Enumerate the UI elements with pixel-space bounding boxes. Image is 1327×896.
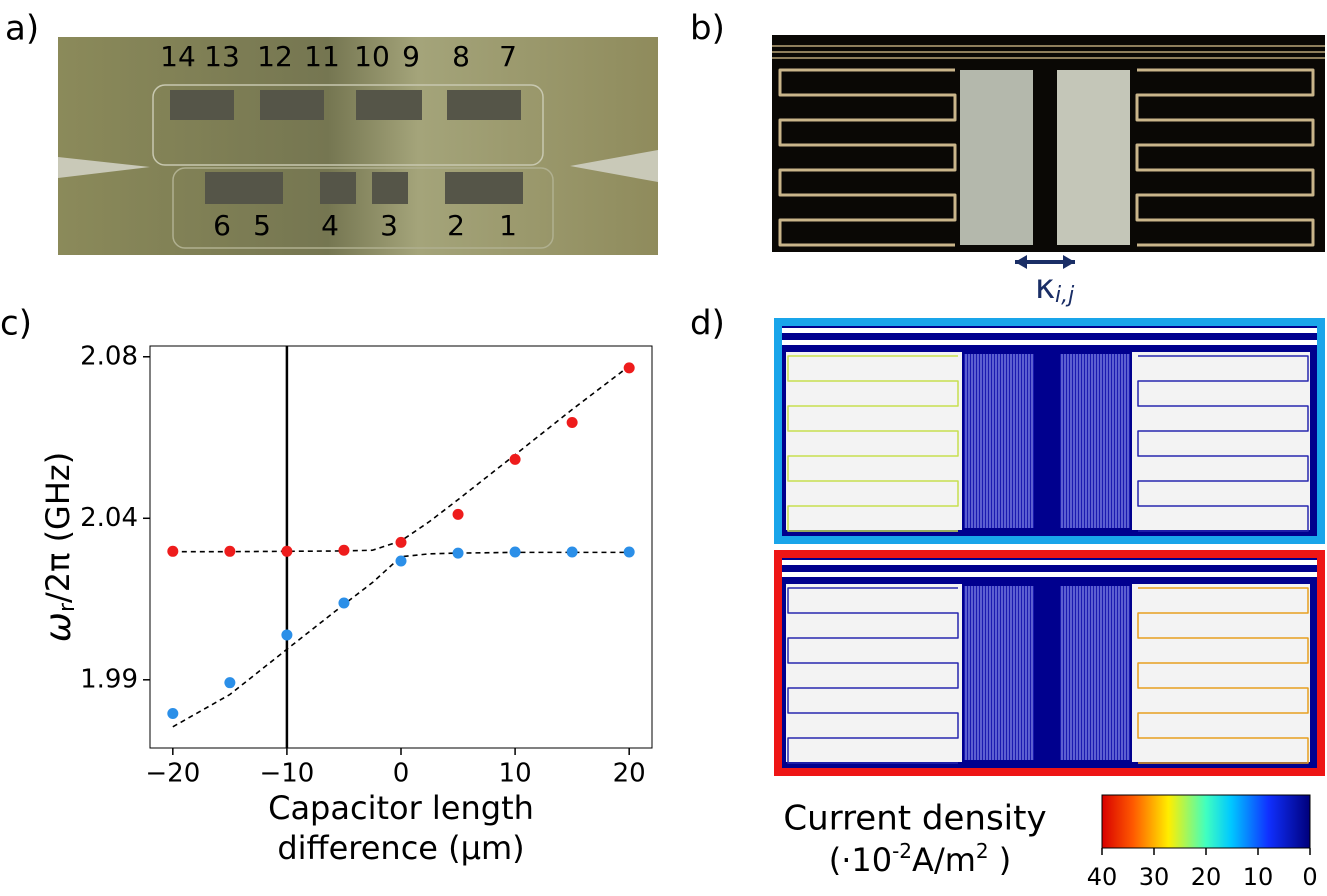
- colorbar-tick-label: 0: [1302, 863, 1317, 891]
- chip-label: 12: [257, 40, 293, 73]
- colorbar-title: Current density: [783, 799, 1046, 839]
- colorbar-tick-label: 40: [1087, 863, 1118, 891]
- panel-label: d): [690, 304, 725, 344]
- chip-label: 6: [213, 209, 231, 242]
- kappa-subscript: i,j: [1055, 283, 1075, 308]
- point: [452, 508, 464, 520]
- photo-b: [772, 35, 1325, 269]
- point: [281, 545, 293, 557]
- meander: [778, 68, 957, 247]
- x-axis-label-line: difference (μm): [277, 829, 524, 867]
- sim-stripe: [782, 340, 1317, 345]
- meander: [787, 355, 959, 532]
- unit-sup: 2: [976, 839, 989, 863]
- point: [566, 416, 578, 428]
- point: [509, 546, 521, 558]
- x-axis-label-line: Capacitor length: [268, 789, 534, 827]
- chart: −20 −10 0 10 20 1.99 2.04 2.08 Capacitor length d…: [38, 341, 653, 867]
- colorbar-tick-label: 20: [1191, 863, 1222, 891]
- x-tick-label: 0: [393, 759, 410, 789]
- colorbar-tick-label: 10: [1243, 863, 1274, 891]
- chip-label: 7: [499, 40, 517, 73]
- point: [167, 708, 179, 720]
- chip-label: 8: [452, 40, 470, 73]
- photo-a: [58, 37, 658, 255]
- x-tick-label: 10: [499, 759, 532, 789]
- coupling-label: κi,j: [1035, 267, 1075, 309]
- y-axis-label: ωr/2π (GHz): [38, 452, 80, 642]
- point: [509, 453, 521, 465]
- y-label-sub: r: [55, 602, 80, 612]
- unit-part: ): [989, 841, 1012, 879]
- chip-label: 2: [447, 209, 465, 242]
- unit-part: (·10: [829, 841, 892, 879]
- point: [338, 544, 350, 556]
- simulation-d: [774, 318, 1325, 776]
- sim-region: [786, 352, 962, 530]
- chip-label: 9: [402, 40, 420, 73]
- point: [224, 677, 236, 689]
- chip-labels-top: 14 13 12 11 10 9 8 7: [160, 40, 517, 73]
- point: [281, 629, 293, 641]
- panel-label: a): [5, 9, 39, 49]
- colorbar: [1101, 794, 1311, 849]
- point: [338, 597, 350, 609]
- panel-label: b): [690, 9, 725, 49]
- sim-region: [1132, 352, 1310, 530]
- meander: [1135, 68, 1315, 247]
- meander: [1137, 587, 1309, 764]
- y-tick-label: 1.99: [80, 664, 138, 694]
- point: [395, 555, 407, 567]
- chip-label: 13: [204, 40, 240, 73]
- point: [452, 547, 464, 559]
- kappa: κ: [1035, 267, 1055, 307]
- point: [623, 546, 635, 558]
- y-tick-label: 2.08: [80, 341, 138, 371]
- x-tick-label: 20: [613, 759, 646, 789]
- sim-region: [786, 584, 962, 762]
- point: [566, 546, 578, 558]
- meander: [787, 587, 959, 764]
- panel-label: c): [0, 304, 32, 344]
- unit-part: A/m: [912, 841, 976, 879]
- y-label-part: /2π (GHz): [39, 452, 77, 603]
- x-tick-label: −20: [145, 759, 200, 789]
- point: [623, 362, 635, 374]
- chip-label: 4: [321, 209, 339, 242]
- sim-region: [1132, 584, 1310, 762]
- chip-label: 11: [304, 40, 340, 73]
- point: [167, 545, 179, 557]
- chip-label: 1: [499, 209, 517, 242]
- y-label-part: ω: [38, 612, 79, 642]
- point: [224, 545, 236, 557]
- unit-sup: -2: [892, 839, 912, 863]
- chip-label: 3: [380, 209, 398, 242]
- fit-line: [172, 365, 630, 553]
- colorbar-unit: (·10-2A/m2 ): [829, 839, 1012, 880]
- sim-stripe: [782, 560, 1317, 565]
- x-axis-label: Capacitor length difference (μm): [268, 789, 534, 867]
- colorbar-tick-label: 30: [1139, 863, 1170, 891]
- sim-stripe: [782, 572, 1317, 577]
- chip-label: 10: [354, 40, 390, 73]
- sim-stripe: [782, 328, 1317, 333]
- meander: [1137, 355, 1309, 532]
- y-tick-label: 2.04: [80, 503, 138, 533]
- chip-label: 5: [253, 209, 271, 242]
- x-tick-label: −10: [259, 759, 314, 789]
- fit-line: [172, 551, 630, 728]
- chip-label: 14: [160, 40, 196, 73]
- point: [395, 536, 407, 548]
